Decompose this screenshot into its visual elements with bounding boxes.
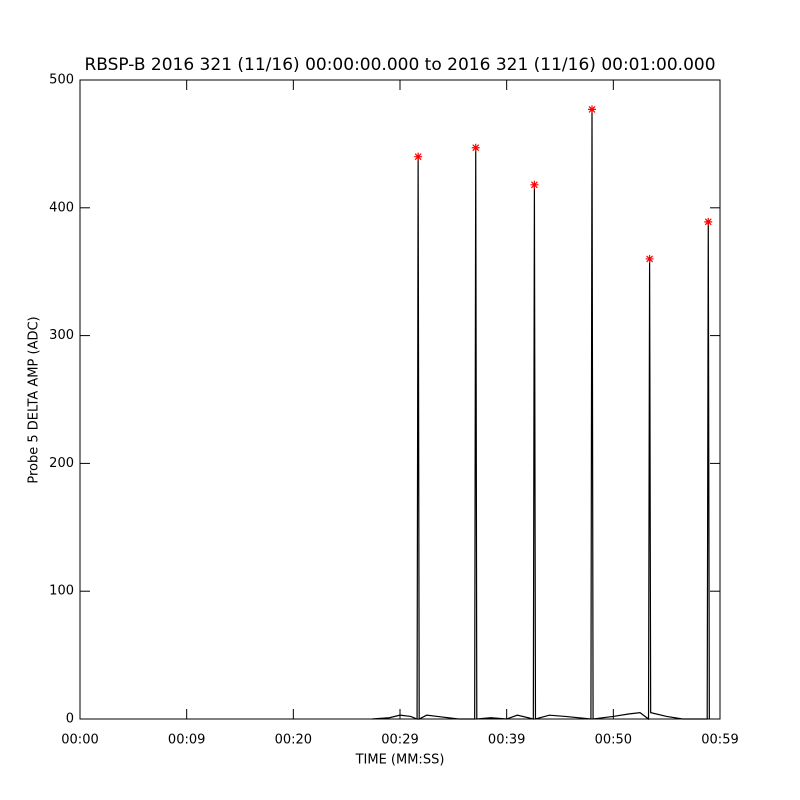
y-tick-label: 200 <box>49 456 74 471</box>
x-tick-label: 00:29 <box>381 733 418 748</box>
y-tick-label: 0 <box>66 712 74 727</box>
x-axis-label: TIME (MM:SS) <box>355 753 445 768</box>
peak-marker <box>471 143 480 152</box>
y-axis-label: Probe 5 DELTA AMP (ADC) <box>27 316 42 483</box>
chart-title: RBSP-B 2016 321 (11/16) 00:00:00.000 to … <box>84 55 715 75</box>
peak-marker <box>414 152 423 161</box>
data-line <box>372 109 710 721</box>
y-tick-label: 400 <box>49 200 74 215</box>
peak-marker <box>645 254 654 263</box>
y-tick-label: 300 <box>49 328 74 343</box>
peak-marker <box>588 105 596 114</box>
y-tick-label: 500 <box>49 73 74 88</box>
x-tick-label: 00:50 <box>595 733 632 748</box>
x-tick-label: 00:20 <box>275 733 312 748</box>
y-tick-label: 100 <box>49 584 74 599</box>
peak-marker <box>530 180 539 189</box>
x-tick-label: 00:00 <box>61 733 98 748</box>
peak-marker <box>704 217 713 226</box>
plot-frame <box>79 79 721 720</box>
x-tick-label: 00:09 <box>168 733 205 748</box>
x-tick-label: 00:39 <box>488 733 525 748</box>
x-tick-label: 00:59 <box>701 733 738 748</box>
